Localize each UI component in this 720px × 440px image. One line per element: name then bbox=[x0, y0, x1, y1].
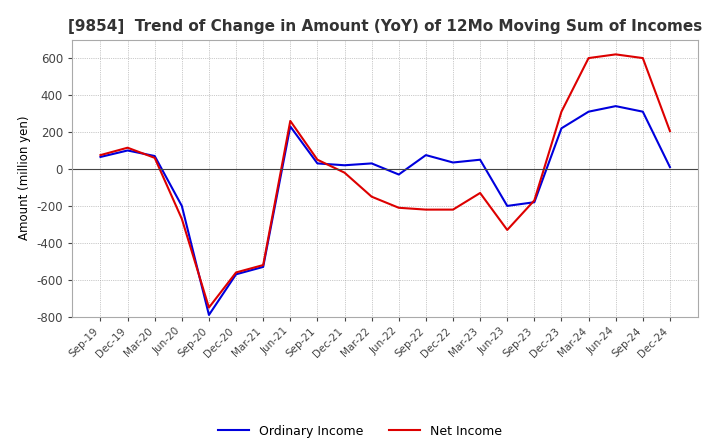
Y-axis label: Amount (million yen): Amount (million yen) bbox=[18, 116, 31, 240]
Net Income bbox=[367, 194, 376, 199]
Ordinary Income bbox=[476, 157, 485, 162]
Net Income bbox=[639, 55, 647, 61]
Net Income bbox=[178, 216, 186, 221]
Ordinary Income bbox=[557, 126, 566, 131]
Net Income bbox=[584, 55, 593, 61]
Net Income bbox=[232, 270, 240, 275]
Ordinary Income bbox=[367, 161, 376, 166]
Ordinary Income bbox=[204, 312, 213, 318]
Net Income bbox=[395, 205, 403, 210]
Ordinary Income bbox=[286, 124, 294, 129]
Net Income bbox=[150, 155, 159, 161]
Ordinary Income bbox=[96, 154, 105, 160]
Net Income bbox=[530, 198, 539, 203]
Line: Ordinary Income: Ordinary Income bbox=[101, 106, 670, 315]
Ordinary Income bbox=[313, 161, 322, 166]
Ordinary Income bbox=[259, 264, 268, 270]
Net Income bbox=[449, 207, 457, 212]
Ordinary Income bbox=[665, 165, 674, 170]
Net Income bbox=[96, 152, 105, 158]
Ordinary Income bbox=[421, 152, 430, 158]
Net Income bbox=[665, 128, 674, 134]
Ordinary Income bbox=[584, 109, 593, 114]
Ordinary Income bbox=[449, 160, 457, 165]
Legend: Ordinary Income, Net Income: Ordinary Income, Net Income bbox=[213, 420, 507, 440]
Ordinary Income bbox=[150, 154, 159, 159]
Net Income bbox=[503, 227, 511, 233]
Line: Net Income: Net Income bbox=[101, 55, 670, 308]
Title: [9854]  Trend of Change in Amount (YoY) of 12Mo Moving Sum of Incomes: [9854] Trend of Change in Amount (YoY) o… bbox=[68, 19, 702, 34]
Net Income bbox=[259, 262, 268, 268]
Net Income bbox=[476, 191, 485, 196]
Net Income bbox=[421, 207, 430, 212]
Net Income bbox=[123, 145, 132, 150]
Ordinary Income bbox=[123, 148, 132, 153]
Ordinary Income bbox=[611, 103, 620, 109]
Ordinary Income bbox=[178, 203, 186, 209]
Ordinary Income bbox=[530, 200, 539, 205]
Net Income bbox=[313, 157, 322, 162]
Net Income bbox=[611, 52, 620, 57]
Ordinary Income bbox=[395, 172, 403, 177]
Ordinary Income bbox=[232, 271, 240, 277]
Net Income bbox=[286, 118, 294, 124]
Net Income bbox=[557, 109, 566, 114]
Ordinary Income bbox=[503, 203, 511, 209]
Net Income bbox=[341, 170, 349, 175]
Ordinary Income bbox=[639, 109, 647, 114]
Net Income bbox=[204, 305, 213, 310]
Ordinary Income bbox=[341, 163, 349, 168]
